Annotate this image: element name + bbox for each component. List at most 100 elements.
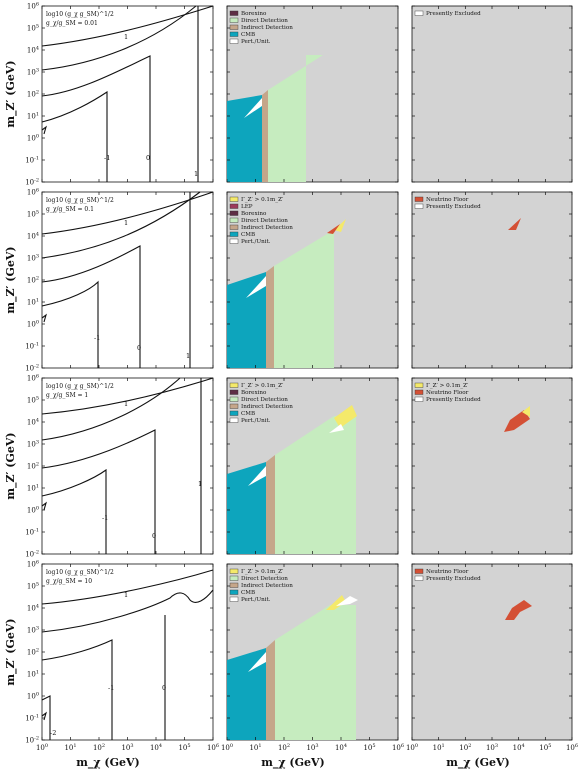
y-tick-label: 104 bbox=[27, 604, 39, 613]
contour-label: 1 bbox=[194, 170, 198, 178]
x-tick-label: 101 bbox=[249, 743, 261, 752]
x-tick-label: 104 bbox=[513, 743, 525, 752]
x-tick-label: 102 bbox=[93, 743, 105, 752]
svg-text:0: 0 bbox=[152, 532, 156, 540]
y-tick-label: 104 bbox=[27, 418, 39, 427]
y-tick-label: 106 bbox=[27, 188, 39, 197]
x-tick-label: 105 bbox=[539, 743, 551, 752]
svg-text:Indirect Detection: Indirect Detection bbox=[241, 25, 293, 31]
contour-label: -1 bbox=[104, 154, 110, 162]
svg-text:Indirect Detection: Indirect Detection bbox=[241, 404, 293, 410]
svg-text:Γ_Z′ > 0.1m_Z′: Γ_Z′ > 0.1m_Z′ bbox=[241, 569, 284, 575]
legend: Γ_Z′ > 0.1m_Z′ LEP Borexino Direct Detec… bbox=[229, 196, 293, 245]
svg-text:Indirect Detection: Indirect Detection bbox=[241, 225, 293, 231]
x-tick-label: 104 bbox=[335, 743, 347, 752]
legend: Γ_Z′ > 0.1m_Z′ Borexino Direct Detection… bbox=[229, 382, 293, 424]
svg-text:0: 0 bbox=[137, 344, 141, 352]
svg-text:Direct Detection: Direct Detection bbox=[241, 576, 288, 582]
panel-r2-outlook: Neutrino Floor Presently Excluded bbox=[411, 191, 573, 369]
svg-text:Presently Excluded: Presently Excluded bbox=[426, 576, 481, 582]
coupling-annotation: log10 (g_χ g_SM)^1/2 bbox=[46, 11, 114, 18]
panel-r2-contours: 1 0 -1 1 log10 (g_χ g_SM)^1/2 g_χ/g_SM =… bbox=[41, 191, 214, 369]
y-tick-label: 100 bbox=[27, 320, 39, 329]
y-tick-label: 100 bbox=[27, 506, 39, 515]
svg-text:Pert./Unit.: Pert./Unit. bbox=[241, 39, 271, 45]
y-tick-label: 104 bbox=[27, 232, 39, 241]
y-tick-label: 101 bbox=[27, 298, 39, 307]
svg-text:Presently Excluded: Presently Excluded bbox=[426, 204, 481, 210]
panel-r4-contours: 1 0 -1 -2 log10 (g_χ g_SM)^1/2 g_χ/g_SM … bbox=[41, 563, 214, 741]
y-tick-label: 106 bbox=[27, 374, 39, 383]
panel-r3-contours: 1 0 -1 1 log10 (g_χ g_SM)^1/2 g_χ/g_SM =… bbox=[41, 377, 214, 555]
svg-text:log10 (g_χ g_SM)^1/2: log10 (g_χ g_SM)^1/2 bbox=[46, 383, 114, 390]
y-tick-label: 105 bbox=[27, 210, 39, 219]
legend: Borexino Direct Detection Indirect Detec… bbox=[229, 10, 293, 45]
y-axis-label: m_Z′ (GeV) bbox=[4, 432, 18, 499]
svg-text:1: 1 bbox=[124, 219, 128, 227]
x-tick-label: 104 bbox=[150, 743, 162, 752]
svg-text:Direct Detection: Direct Detection bbox=[241, 18, 288, 24]
y-tick-label: 10-2 bbox=[25, 364, 39, 373]
svg-text:g_χ/g_SM = 10: g_χ/g_SM = 10 bbox=[46, 578, 92, 585]
y-tick-label: 106 bbox=[27, 560, 39, 569]
svg-text:Borexino: Borexino bbox=[241, 390, 267, 396]
svg-text:1: 1 bbox=[124, 591, 128, 599]
x-tick-label: 106 bbox=[207, 743, 219, 752]
x-tick-label: 103 bbox=[486, 743, 498, 752]
x-tick-label: 100 bbox=[36, 743, 48, 752]
y-tick-label: 10-1 bbox=[25, 156, 39, 165]
y-tick-label: 101 bbox=[27, 112, 39, 121]
x-tick-label: 102 bbox=[278, 743, 290, 752]
panel-r3-outlook: Γ_Z′ > 0.1m_Z′ Neutrino Floor Presently … bbox=[411, 377, 573, 555]
svg-text:-1: -1 bbox=[108, 684, 114, 692]
y-tick-label: 105 bbox=[27, 396, 39, 405]
x-tick-label: 102 bbox=[459, 743, 471, 752]
svg-text:-1: -1 bbox=[102, 514, 108, 522]
x-tick-label: 105 bbox=[363, 743, 375, 752]
y-tick-label: 102 bbox=[27, 462, 39, 471]
ratio-annotation: g_χ/g_SM = 0.01 bbox=[46, 20, 98, 27]
x-axis-label: m_χ (GeV) bbox=[446, 756, 510, 770]
svg-text:Direct Detection: Direct Detection bbox=[241, 218, 288, 224]
panel-r4-outlook: Neutrino Floor Presently Excluded bbox=[411, 563, 573, 741]
panel-r3-constraints: Γ_Z′ > 0.1m_Z′ Borexino Direct Detection… bbox=[226, 377, 399, 555]
svg-text:log10 (g_χ g_SM)^1/2: log10 (g_χ g_SM)^1/2 bbox=[46, 569, 114, 576]
y-tick-label: 10-1 bbox=[25, 342, 39, 351]
y-tick-label: 104 bbox=[27, 46, 39, 55]
svg-text:Neutrino Floor: Neutrino Floor bbox=[426, 390, 469, 396]
y-tick-label: 101 bbox=[27, 670, 39, 679]
y-tick-label: 102 bbox=[27, 90, 39, 99]
y-tick-label: 103 bbox=[27, 626, 39, 635]
x-axis-label: m_χ (GeV) bbox=[76, 756, 140, 770]
svg-text:Neutrino Floor: Neutrino Floor bbox=[426, 569, 469, 575]
svg-text:g_χ/g_SM = 1: g_χ/g_SM = 1 bbox=[46, 392, 88, 399]
x-tick-label: 106 bbox=[566, 743, 578, 752]
y-tick-label: 10-1 bbox=[25, 714, 39, 723]
x-tick-label: 103 bbox=[121, 743, 133, 752]
svg-text:-1: -1 bbox=[94, 334, 100, 342]
x-tick-label: 101 bbox=[433, 743, 445, 752]
svg-text:g_χ/g_SM = 0.1: g_χ/g_SM = 0.1 bbox=[46, 206, 94, 213]
svg-text:Borexino: Borexino bbox=[241, 11, 267, 17]
svg-text:Presently Excluded: Presently Excluded bbox=[426, 11, 481, 17]
svg-text:CMB: CMB bbox=[241, 232, 255, 238]
y-axis-label: m_Z′ (GeV) bbox=[4, 246, 18, 313]
svg-text:Pert./Unit.: Pert./Unit. bbox=[241, 597, 271, 603]
x-tick-label: 101 bbox=[64, 743, 76, 752]
y-tick-label: 10-1 bbox=[25, 528, 39, 537]
y-tick-label: 10-2 bbox=[25, 178, 39, 187]
svg-text:Indirect Detection: Indirect Detection bbox=[241, 583, 293, 589]
contour-label: 1 bbox=[124, 33, 128, 41]
svg-text:CMB: CMB bbox=[241, 590, 255, 596]
y-axis-label: m_Z′ (GeV) bbox=[4, 60, 18, 127]
panel-r4-constraints: Γ_Z′ > 0.1m_Z′ Direct Detection Indirect… bbox=[226, 563, 399, 741]
svg-text:CMB: CMB bbox=[241, 32, 255, 38]
svg-text:1: 1 bbox=[198, 480, 202, 488]
y-tick-label: 101 bbox=[27, 484, 39, 493]
svg-text:Γ_Z′ > 0.1m_Z′: Γ_Z′ > 0.1m_Z′ bbox=[241, 197, 284, 203]
panel-r1-contours: 1 0 -1 1 log10 (g_χ g_SM)^1/2 g_χ/g_SM =… bbox=[41, 5, 214, 183]
svg-text:CMB: CMB bbox=[241, 411, 255, 417]
y-tick-label: 106 bbox=[27, 2, 39, 11]
svg-text:1: 1 bbox=[124, 400, 128, 408]
svg-text:Presently Excluded: Presently Excluded bbox=[426, 397, 481, 403]
